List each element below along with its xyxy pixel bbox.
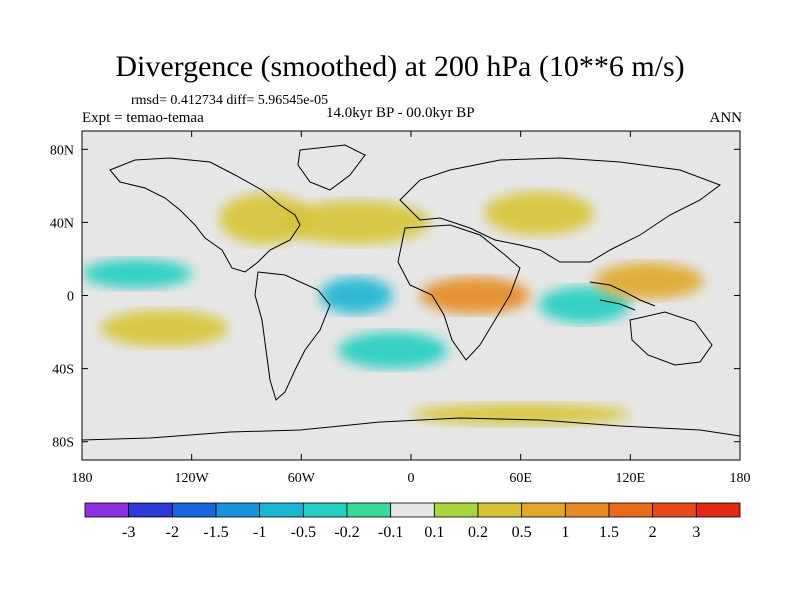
y-tick-label: 0 xyxy=(67,290,74,305)
coastline-north-america xyxy=(109,157,301,273)
rmsd-diff-stats: rmsd= 0.412734 diff= 5.96545e-05 xyxy=(131,93,329,108)
divergence-region-indian-ocean-negative xyxy=(538,286,631,323)
colorbar-swatch xyxy=(259,502,304,518)
coastline-south-america xyxy=(254,271,331,401)
colorbar-label: -0.1 xyxy=(378,524,403,541)
colorbar-swatch xyxy=(302,502,348,518)
coastline-antarctica xyxy=(82,417,740,441)
divergence-region-pacific-south-positive xyxy=(100,310,229,347)
colorbar-swatch xyxy=(215,502,261,518)
divergence-region-southern-band-positive xyxy=(411,403,631,426)
colorbar-swatch xyxy=(521,502,566,518)
coastline-maritime-islands xyxy=(589,281,656,311)
colorbar-label: 0.5 xyxy=(512,524,532,541)
coastline-africa xyxy=(397,224,521,361)
colorbar-swatch xyxy=(128,502,173,518)
colorbar-label: 1 xyxy=(561,524,569,541)
x-tick-label: 120W xyxy=(175,471,210,486)
colorbar-swatch xyxy=(564,502,610,518)
period-label: 14.0kyr BP - 00.0kyr BP xyxy=(326,105,475,121)
colorbar-swatch xyxy=(608,502,654,518)
x-tick-label: 60W xyxy=(288,471,316,486)
divergence-region-maritime-continent-positive xyxy=(593,262,704,300)
colorbar-label: 1.5 xyxy=(599,524,619,541)
divergence-region-pacific-equator-negative xyxy=(82,258,192,289)
colorbar-label: -0.2 xyxy=(334,524,359,541)
y-tick-label: 40S xyxy=(52,363,74,378)
colorbar-swatch xyxy=(695,502,741,518)
coastline-australia xyxy=(629,311,713,366)
x-tick-label: 180 xyxy=(730,471,751,486)
x-tick-label: 180 xyxy=(72,471,93,486)
colorbar-label: 3 xyxy=(692,524,700,541)
colorbar-swatch xyxy=(652,502,697,518)
season-label: ANN xyxy=(709,110,743,126)
y-tick-label: 80N xyxy=(50,143,74,158)
coastline-europe-asia xyxy=(399,157,722,263)
coastline-greenland xyxy=(297,144,366,191)
x-tick-label: 0 xyxy=(408,471,415,486)
divergence-region-africa-equator-positive xyxy=(420,277,530,314)
colorbar-swatch xyxy=(433,502,479,518)
x-tick-label: 120E xyxy=(616,471,646,486)
colorbar-swatch xyxy=(477,502,523,518)
colorbar-swatch xyxy=(346,502,392,518)
colorbar-label: -1 xyxy=(253,524,266,541)
experiment-label: Expt = temao-temaa xyxy=(82,110,204,126)
colorbar-label: -0.5 xyxy=(291,524,316,541)
y-tick-label: 80S xyxy=(52,436,74,451)
colorbar-label: -3 xyxy=(122,524,135,541)
colorbar-label: 0.2 xyxy=(468,524,488,541)
colorbar-label: 2 xyxy=(649,524,657,541)
y-tick-label: 40N xyxy=(50,216,74,231)
colorbar-swatch xyxy=(84,502,130,518)
divergence-region-north-america-positive xyxy=(219,193,311,245)
colorbar-label: -1.5 xyxy=(203,524,228,541)
colorbar-swatch xyxy=(390,502,435,518)
colorbar-label: -2 xyxy=(166,524,179,541)
divergence-region-atlantic-equator-negative xyxy=(319,277,393,314)
colorbar-swatch xyxy=(171,502,217,518)
divergence-region-atlantic-north-positive xyxy=(283,200,430,245)
divergence-region-south-atlantic-negative xyxy=(337,332,448,369)
x-tick-label: 60E xyxy=(509,471,532,486)
plot-title: Divergence (smoothed) at 200 hPa (10**6 … xyxy=(115,50,685,83)
colorbar-label: 0.1 xyxy=(424,524,444,541)
divergence-region-asia-positive xyxy=(484,191,594,236)
